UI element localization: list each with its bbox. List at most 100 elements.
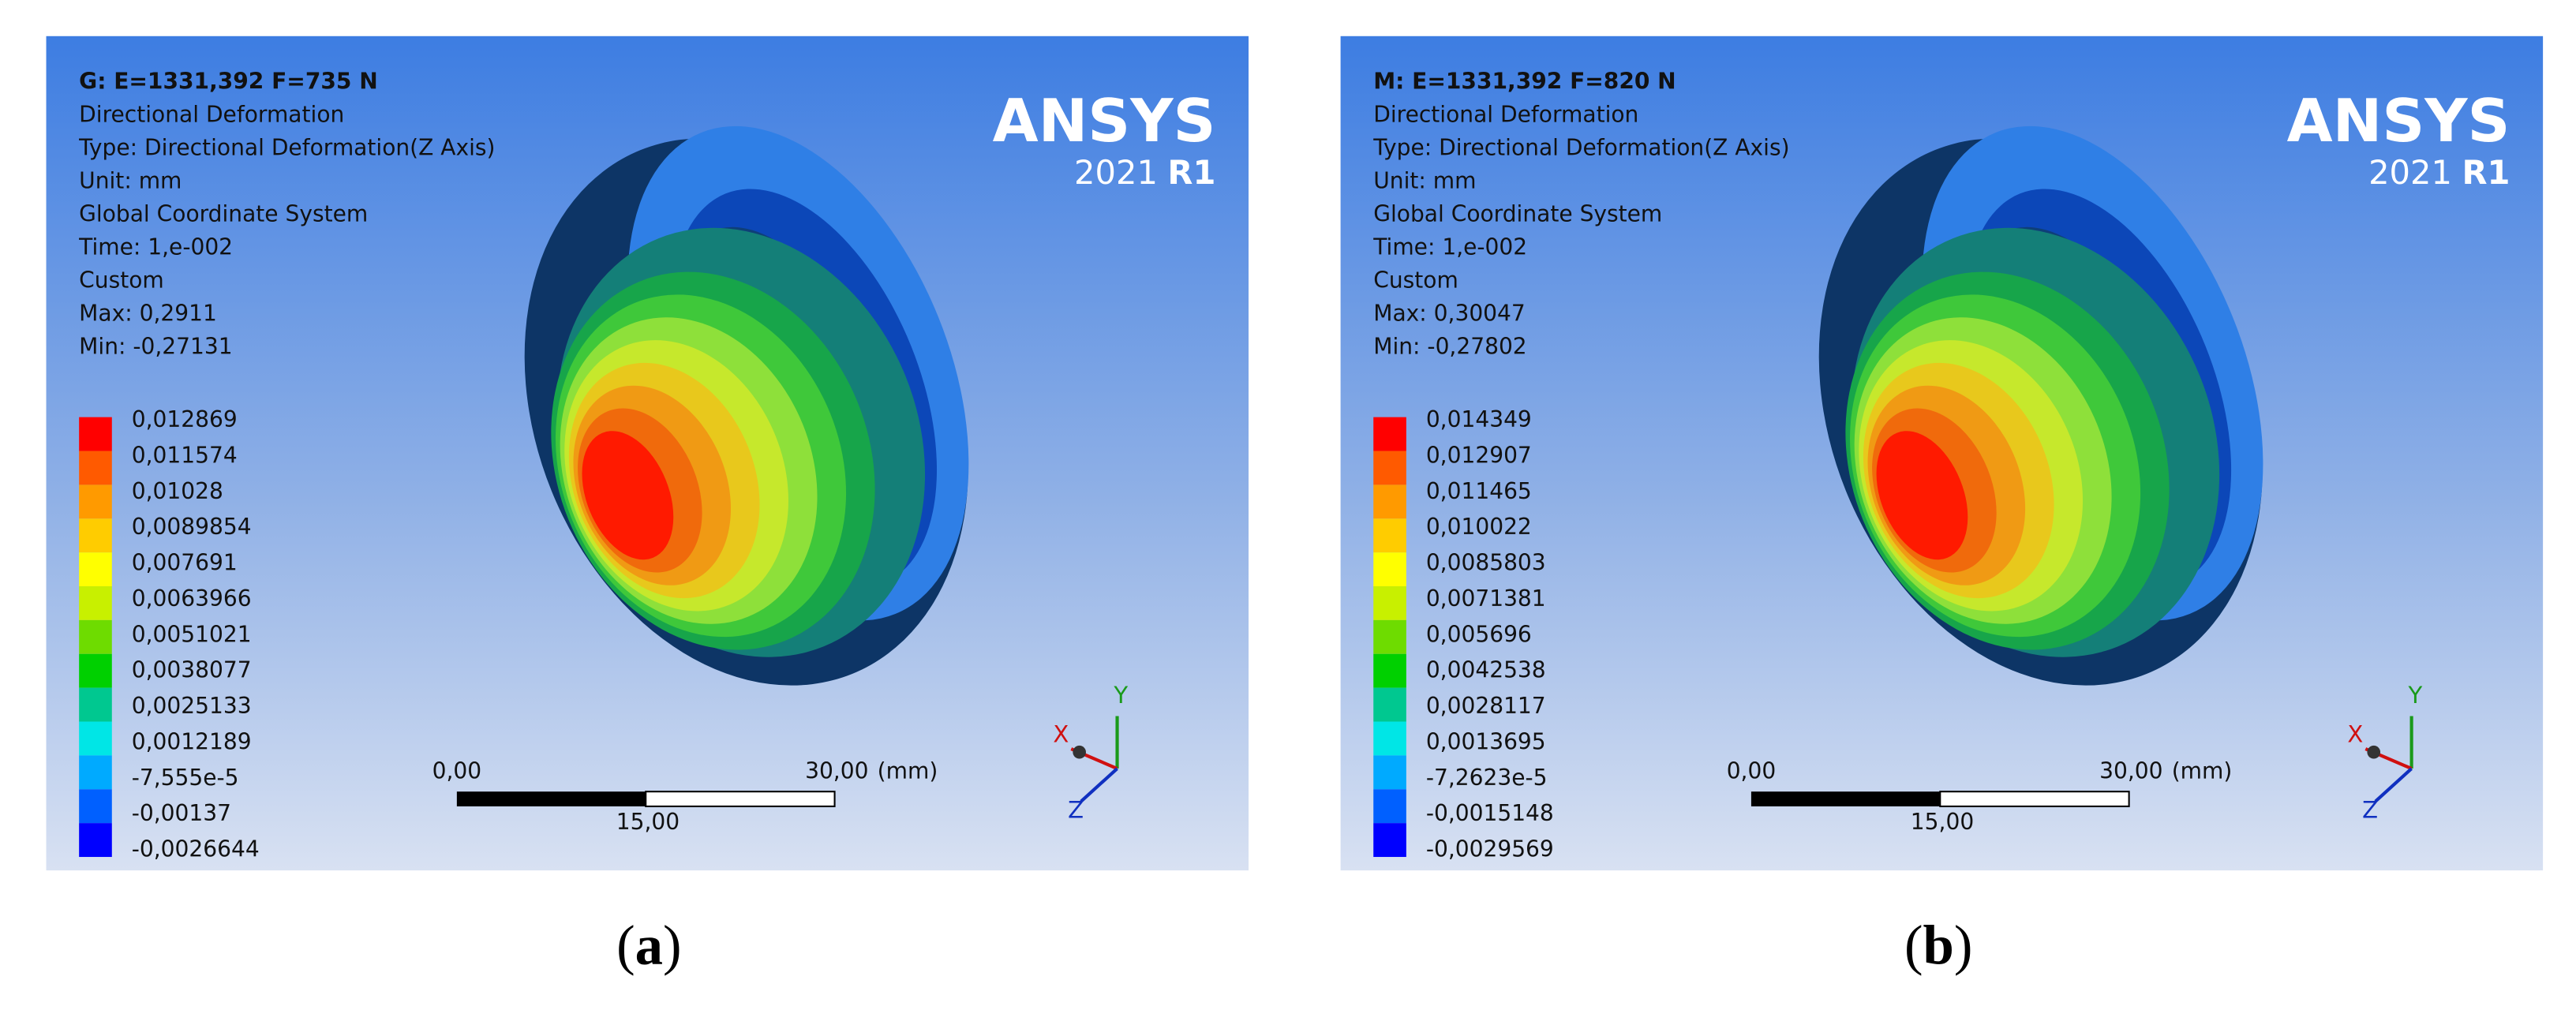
scale-white — [645, 791, 836, 807]
axis-label-z: Z — [2362, 796, 2378, 823]
header-line: Unit: mm — [1373, 168, 1476, 194]
caption-letter: a — [635, 915, 663, 977]
legend-label: 0,0012189 — [132, 728, 252, 754]
scale-unit: (mm) — [2172, 758, 2233, 784]
legend-swatch — [1373, 721, 1406, 756]
axis-origin — [1073, 745, 1086, 759]
header-line: Time: 1,e-002 — [1372, 234, 1527, 260]
legend-label: 0,0085803 — [1426, 550, 1546, 576]
legend-label: 0,01028 — [132, 478, 223, 504]
axis-origin — [2367, 745, 2381, 759]
legend-swatch — [1373, 687, 1406, 722]
header-line: Custom — [1373, 267, 1458, 294]
legend-label: -0,0015148 — [1426, 800, 1554, 826]
caption-close: ) — [1954, 915, 1973, 977]
header-line: Directional Deformation — [1373, 101, 1638, 127]
scale-middle: 15,00 — [1911, 809, 1974, 835]
axis-z — [1080, 767, 1118, 803]
legend-swatch — [1373, 484, 1406, 519]
header-line: Min: -0,27131 — [79, 334, 232, 360]
scale-right: 30,00 — [805, 758, 868, 784]
legend-swatch — [79, 721, 112, 756]
caption: (b) — [1904, 915, 1972, 977]
version: 2021 — [1074, 153, 1158, 192]
legend-swatch — [79, 518, 112, 553]
header-line: Custom — [79, 267, 164, 294]
legend-label: -0,00137 — [132, 800, 231, 826]
legend-swatch — [79, 755, 112, 790]
caption-open: ( — [616, 915, 635, 977]
scale-middle: 15,00 — [616, 809, 680, 835]
legend-swatch — [1373, 755, 1406, 790]
scale-left: 0,00 — [1727, 758, 1777, 784]
scale-black — [1750, 791, 1941, 806]
header-line: Global Coordinate System — [79, 201, 368, 227]
logo-name: ANSYS — [993, 86, 1216, 155]
logo-version: 2021 R1 — [2368, 153, 2510, 192]
legend-swatch — [79, 653, 112, 688]
legend-label: -7,555e-5 — [132, 765, 239, 791]
legend-label: -0,0026644 — [132, 836, 260, 862]
legend-swatch — [79, 451, 112, 485]
legend-swatch — [79, 586, 112, 620]
legend-label: -0,0029569 — [1426, 836, 1554, 862]
contour-band — [582, 431, 674, 560]
legend-label: 0,012907 — [1426, 443, 1532, 469]
header-line: Global Coordinate System — [1373, 201, 1662, 227]
legend-label: 0,0051021 — [132, 621, 252, 647]
axis-label-x: X — [2347, 721, 2363, 748]
legend-label: 0,0013695 — [1426, 728, 1546, 754]
legend-swatch — [1373, 518, 1406, 553]
header-line: Type: Directional Deformation(Z Axis) — [78, 134, 495, 160]
legend-swatch — [1373, 789, 1406, 824]
scale-black — [456, 791, 646, 806]
release: R1 — [2462, 153, 2510, 192]
legend-label: 0,007691 — [132, 550, 238, 576]
caption: (a) — [616, 915, 682, 977]
legend-label: 0,011574 — [132, 443, 238, 469]
legend-swatch — [1373, 823, 1406, 858]
legend-label: 0,014349 — [1426, 406, 1532, 432]
legend-label: 0,0063966 — [132, 585, 252, 612]
legend-label: 0,012869 — [132, 406, 238, 432]
header-line: Max: 0,2911 — [79, 301, 217, 327]
header-line: Unit: mm — [79, 168, 182, 194]
header-line: Type: Directional Deformation(Z Axis) — [1372, 134, 1789, 160]
legend-label: 0,011465 — [1426, 478, 1532, 504]
scale-unit: (mm) — [878, 758, 938, 784]
version: 2021 — [2368, 153, 2452, 192]
legend-label: 0,0025133 — [132, 693, 252, 719]
header-line: G: E=1331,392 F=735 N — [79, 68, 378, 94]
legend-swatch — [1373, 619, 1406, 654]
header-line: Directional Deformation — [79, 101, 344, 127]
axis-label-y: Y — [2407, 682, 2422, 709]
legend-swatch — [1373, 586, 1406, 620]
legend-label: 0,0028117 — [1426, 693, 1546, 719]
legend-swatch — [1373, 417, 1406, 451]
legend-swatch — [79, 417, 112, 451]
model — [524, 125, 969, 686]
scale-white — [1939, 791, 2130, 807]
legend-label: 0,0038077 — [132, 657, 252, 683]
legend-label: 0,010022 — [1426, 514, 1532, 540]
axis-label-z: Z — [1068, 796, 1084, 823]
release: R1 — [1167, 153, 1215, 192]
axis-z — [2374, 767, 2413, 803]
model — [1818, 125, 2263, 686]
header-line: Time: 1,e-002 — [78, 234, 233, 260]
header-line: Max: 0,30047 — [1373, 301, 1526, 327]
header-line: Min: -0,27802 — [1373, 334, 1526, 360]
header-line: M: E=1331,392 F=820 N — [1373, 68, 1676, 94]
axis-label-y: Y — [1113, 682, 1128, 709]
ansys-view: M: E=1331,392 F=820 N Directional Deforma… — [1340, 36, 2544, 871]
legend-swatch — [1373, 552, 1406, 587]
scale-right: 30,00 — [2099, 758, 2162, 784]
legend-swatch — [1373, 653, 1406, 688]
legend-label: 0,0071381 — [1426, 585, 1546, 612]
contour-band — [1876, 431, 1968, 560]
legend-swatch — [1373, 451, 1406, 485]
caption-letter: b — [1923, 915, 1954, 977]
logo-name: ANSYS — [2287, 86, 2510, 155]
